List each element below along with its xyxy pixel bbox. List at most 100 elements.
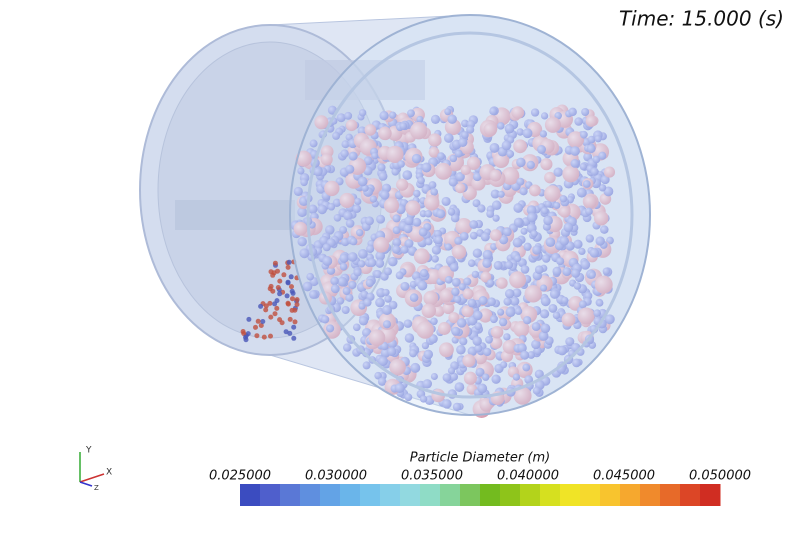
particle bbox=[477, 383, 488, 394]
particle bbox=[500, 361, 508, 369]
particle bbox=[375, 297, 385, 308]
particle bbox=[573, 282, 582, 290]
particle bbox=[258, 303, 264, 309]
particle bbox=[559, 206, 571, 218]
particle bbox=[503, 297, 512, 306]
particle bbox=[436, 209, 446, 219]
particle bbox=[348, 151, 358, 161]
particle bbox=[389, 358, 406, 376]
particle bbox=[570, 159, 580, 168]
particle bbox=[530, 230, 538, 238]
particle bbox=[561, 312, 576, 327]
particle bbox=[526, 160, 535, 170]
particle bbox=[404, 216, 414, 226]
particle bbox=[455, 218, 473, 235]
particle bbox=[285, 279, 291, 285]
particle bbox=[421, 162, 432, 173]
particle bbox=[455, 183, 466, 194]
axis-x bbox=[79, 473, 105, 483]
particle bbox=[467, 298, 477, 308]
particle bbox=[451, 277, 461, 287]
particle bbox=[430, 317, 438, 326]
particle bbox=[585, 115, 598, 127]
particle bbox=[472, 199, 481, 208]
particle bbox=[375, 258, 385, 268]
particle bbox=[483, 347, 492, 357]
particle bbox=[497, 308, 505, 316]
particle bbox=[263, 307, 269, 313]
particle bbox=[456, 318, 467, 328]
particle bbox=[530, 108, 540, 117]
particle bbox=[335, 177, 344, 186]
particle bbox=[502, 339, 517, 354]
colorbar-segment bbox=[460, 484, 481, 506]
particle bbox=[364, 124, 377, 136]
particle bbox=[549, 289, 560, 299]
particle bbox=[246, 316, 252, 322]
particle bbox=[428, 181, 437, 189]
particle bbox=[272, 260, 278, 266]
particle bbox=[554, 111, 562, 120]
particle bbox=[394, 383, 405, 394]
particle bbox=[545, 237, 556, 248]
particle bbox=[540, 284, 548, 292]
particle bbox=[509, 271, 527, 289]
particle bbox=[448, 177, 458, 187]
particle bbox=[321, 315, 330, 324]
particle bbox=[461, 131, 469, 139]
particle bbox=[504, 260, 514, 270]
particle bbox=[411, 153, 422, 164]
particle bbox=[444, 118, 462, 136]
particle bbox=[279, 320, 285, 326]
particle bbox=[585, 207, 593, 216]
particle bbox=[504, 123, 515, 134]
particle bbox=[402, 170, 413, 180]
particle bbox=[345, 219, 355, 228]
particle bbox=[373, 270, 382, 279]
colorbar-segment bbox=[260, 484, 281, 506]
particle bbox=[258, 323, 264, 328]
particle bbox=[489, 229, 502, 242]
particle bbox=[297, 207, 308, 218]
particle bbox=[473, 310, 483, 321]
particle bbox=[336, 297, 345, 305]
particle bbox=[496, 277, 508, 289]
particle bbox=[469, 220, 479, 229]
particle bbox=[277, 291, 283, 297]
particle bbox=[348, 280, 357, 290]
colorbar-segment bbox=[500, 484, 521, 506]
particle bbox=[400, 281, 410, 291]
particle bbox=[469, 231, 478, 240]
particle bbox=[576, 187, 587, 198]
particle bbox=[332, 131, 341, 140]
particle bbox=[497, 190, 505, 198]
particle bbox=[378, 356, 388, 367]
particle bbox=[357, 176, 368, 187]
particle bbox=[243, 334, 248, 340]
particle bbox=[421, 303, 437, 318]
particle bbox=[382, 320, 392, 329]
particle bbox=[568, 107, 577, 117]
particle bbox=[357, 260, 366, 268]
particle bbox=[358, 109, 367, 117]
particle bbox=[362, 361, 371, 370]
particle bbox=[380, 341, 389, 351]
particle bbox=[379, 110, 389, 121]
particle bbox=[548, 303, 558, 313]
particle bbox=[517, 343, 527, 353]
particle bbox=[475, 367, 485, 377]
particle bbox=[439, 288, 454, 303]
particle bbox=[363, 298, 372, 307]
colorbar-segment bbox=[540, 484, 561, 506]
colorbar-label: 0.040000 bbox=[497, 469, 559, 484]
particle bbox=[557, 345, 567, 356]
particle bbox=[462, 354, 476, 368]
particle bbox=[580, 130, 588, 139]
particle bbox=[571, 268, 581, 278]
particle bbox=[261, 334, 267, 340]
particle bbox=[309, 290, 318, 299]
particle bbox=[274, 298, 280, 304]
particle bbox=[452, 402, 462, 412]
particle bbox=[444, 243, 452, 251]
particle bbox=[503, 333, 511, 341]
